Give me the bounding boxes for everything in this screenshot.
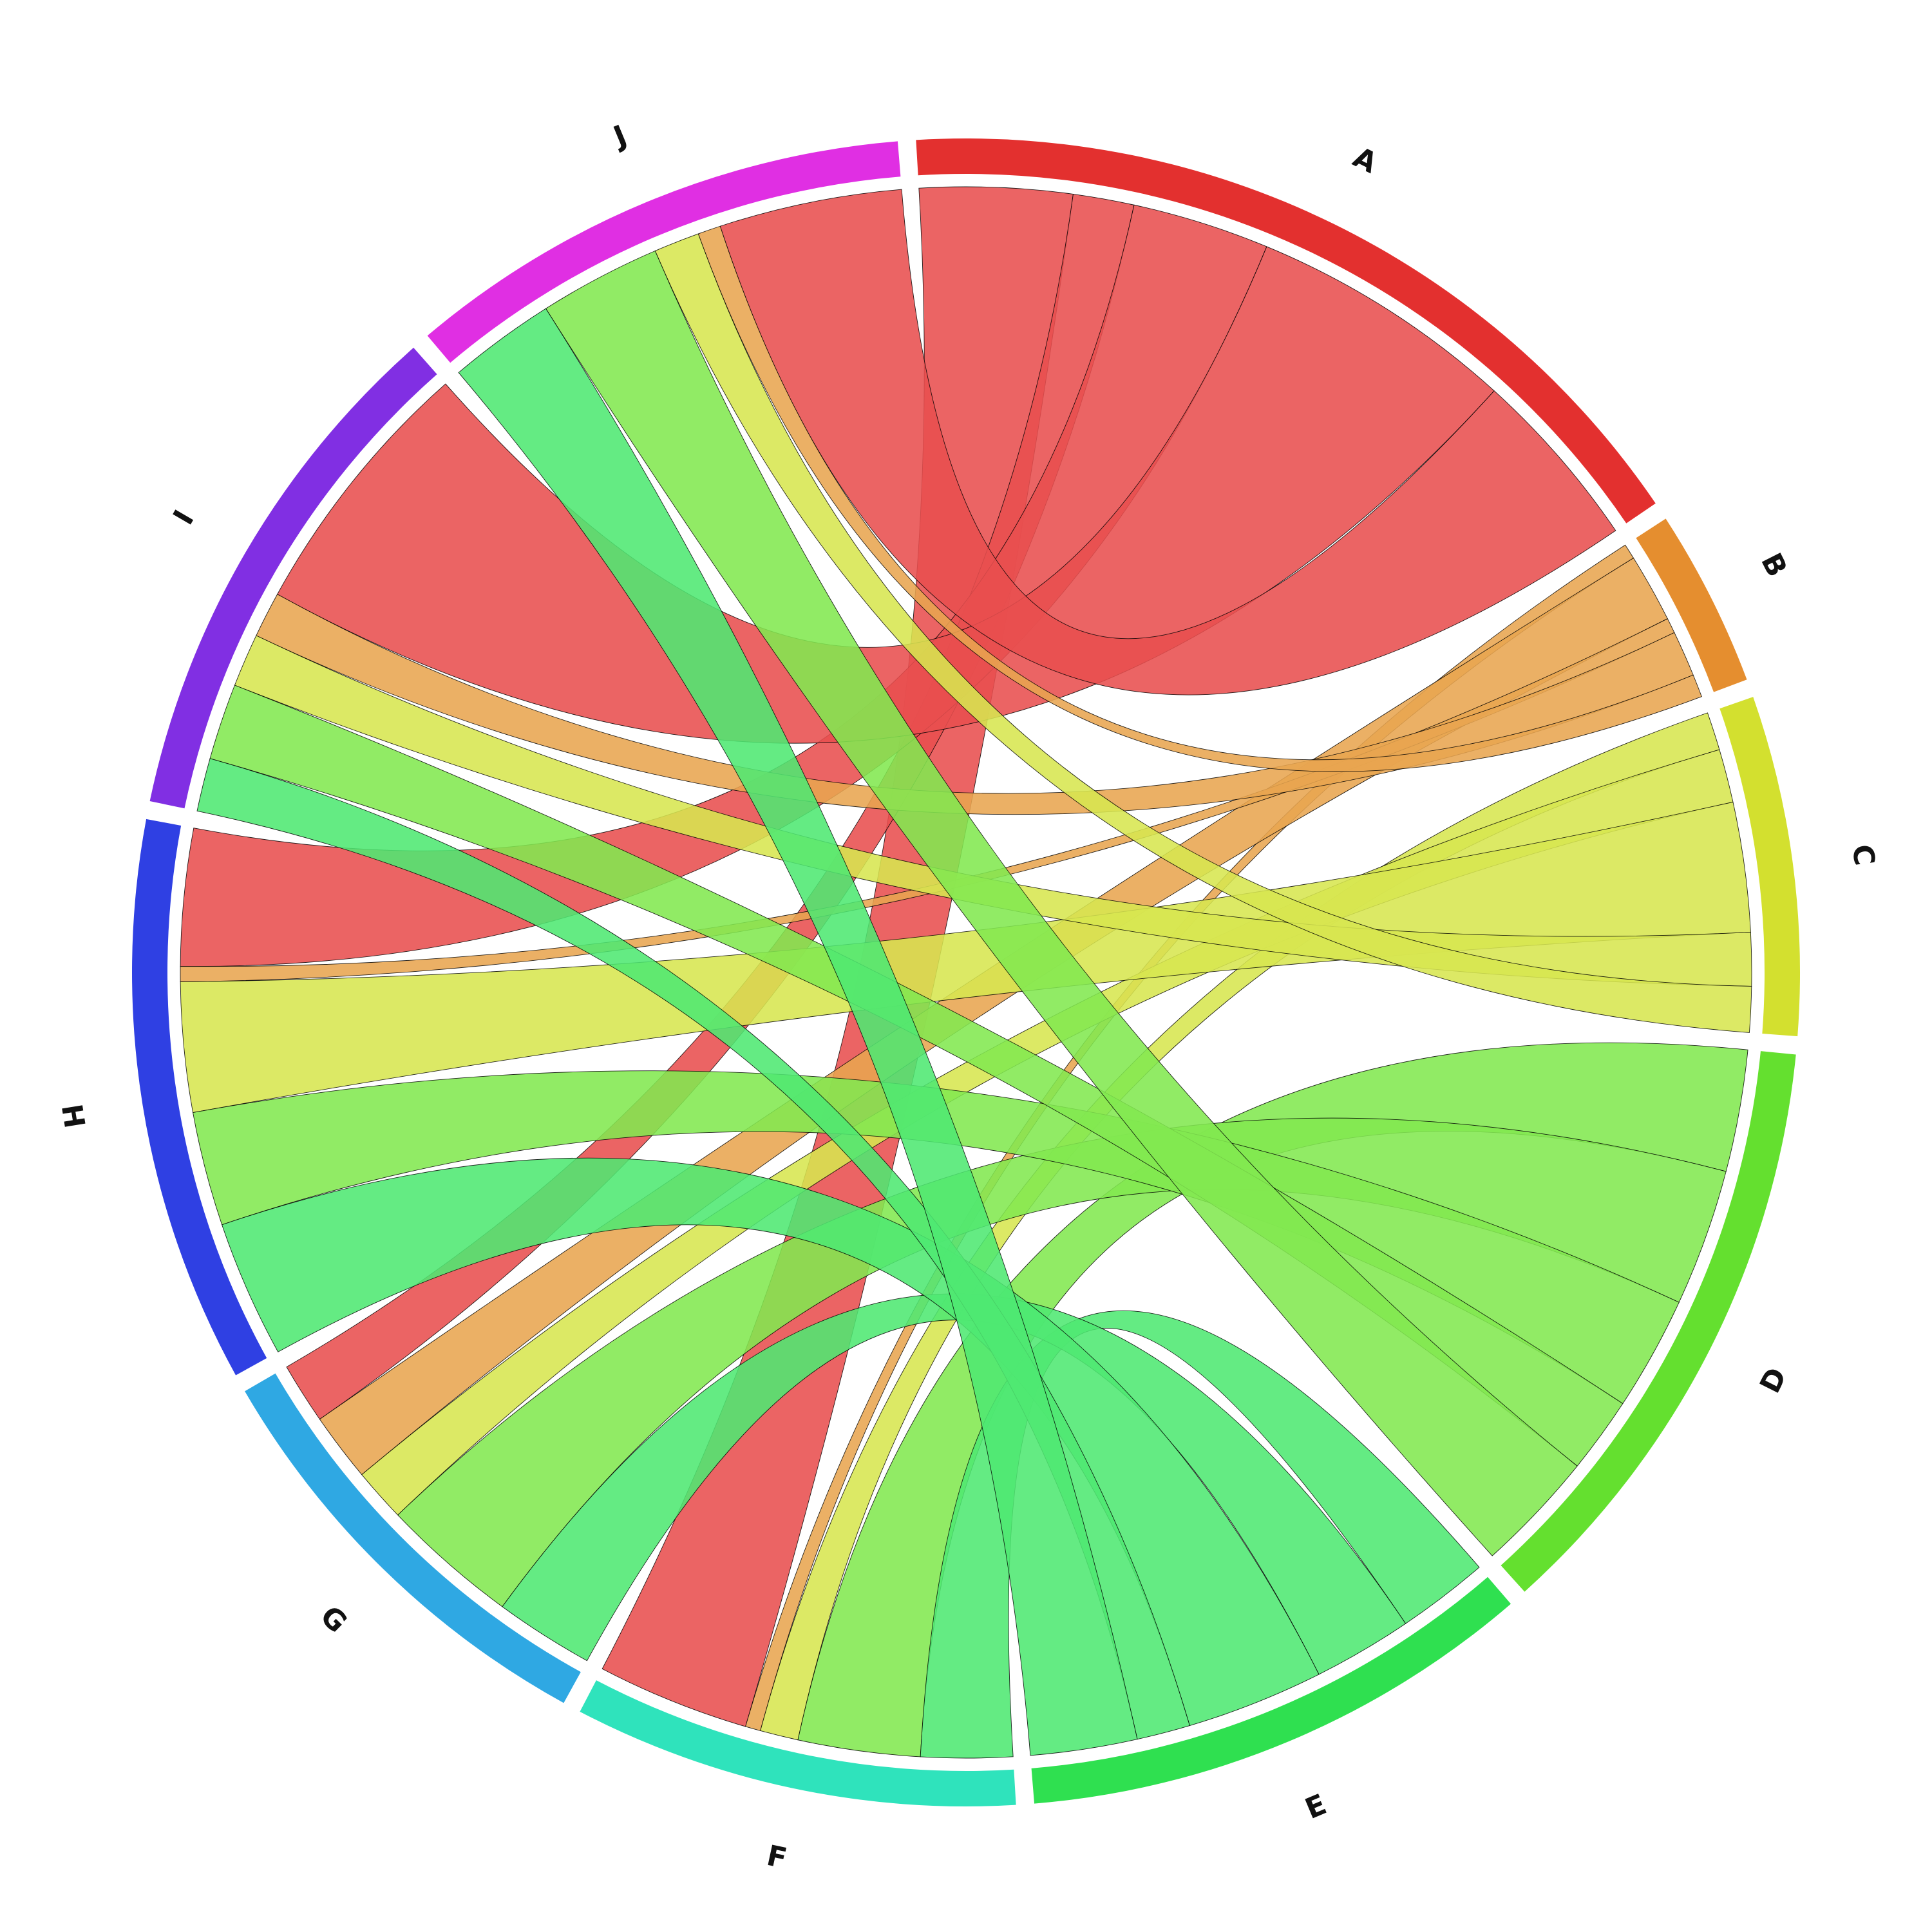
label-e: E bbox=[1300, 1788, 1331, 1826]
label-c: C bbox=[1846, 842, 1881, 867]
label-f: F bbox=[764, 1839, 790, 1875]
arc-f bbox=[580, 1680, 1016, 1807]
arc-h bbox=[132, 819, 267, 1376]
label-j: J bbox=[607, 119, 631, 155]
outer-arcs-layer bbox=[132, 138, 1801, 1807]
arc-d bbox=[1501, 1051, 1796, 1592]
label-a: A bbox=[1348, 141, 1382, 180]
arc-j bbox=[427, 141, 901, 363]
ribbon-e-j bbox=[458, 308, 1138, 1756]
arc-a bbox=[916, 138, 1656, 524]
arc-i bbox=[149, 347, 437, 809]
label-g: G bbox=[314, 1600, 353, 1640]
arc-c bbox=[1719, 697, 1801, 1037]
ribbons-layer bbox=[180, 186, 1752, 1759]
arc-b bbox=[1636, 518, 1747, 692]
label-i: I bbox=[167, 505, 200, 531]
arc-e bbox=[1031, 1577, 1511, 1804]
ribbon-e-f bbox=[920, 1310, 1480, 1759]
label-b: B bbox=[1754, 548, 1794, 582]
arc-g bbox=[245, 1373, 581, 1703]
label-h: H bbox=[55, 1102, 91, 1130]
label-d: D bbox=[1754, 1363, 1794, 1399]
